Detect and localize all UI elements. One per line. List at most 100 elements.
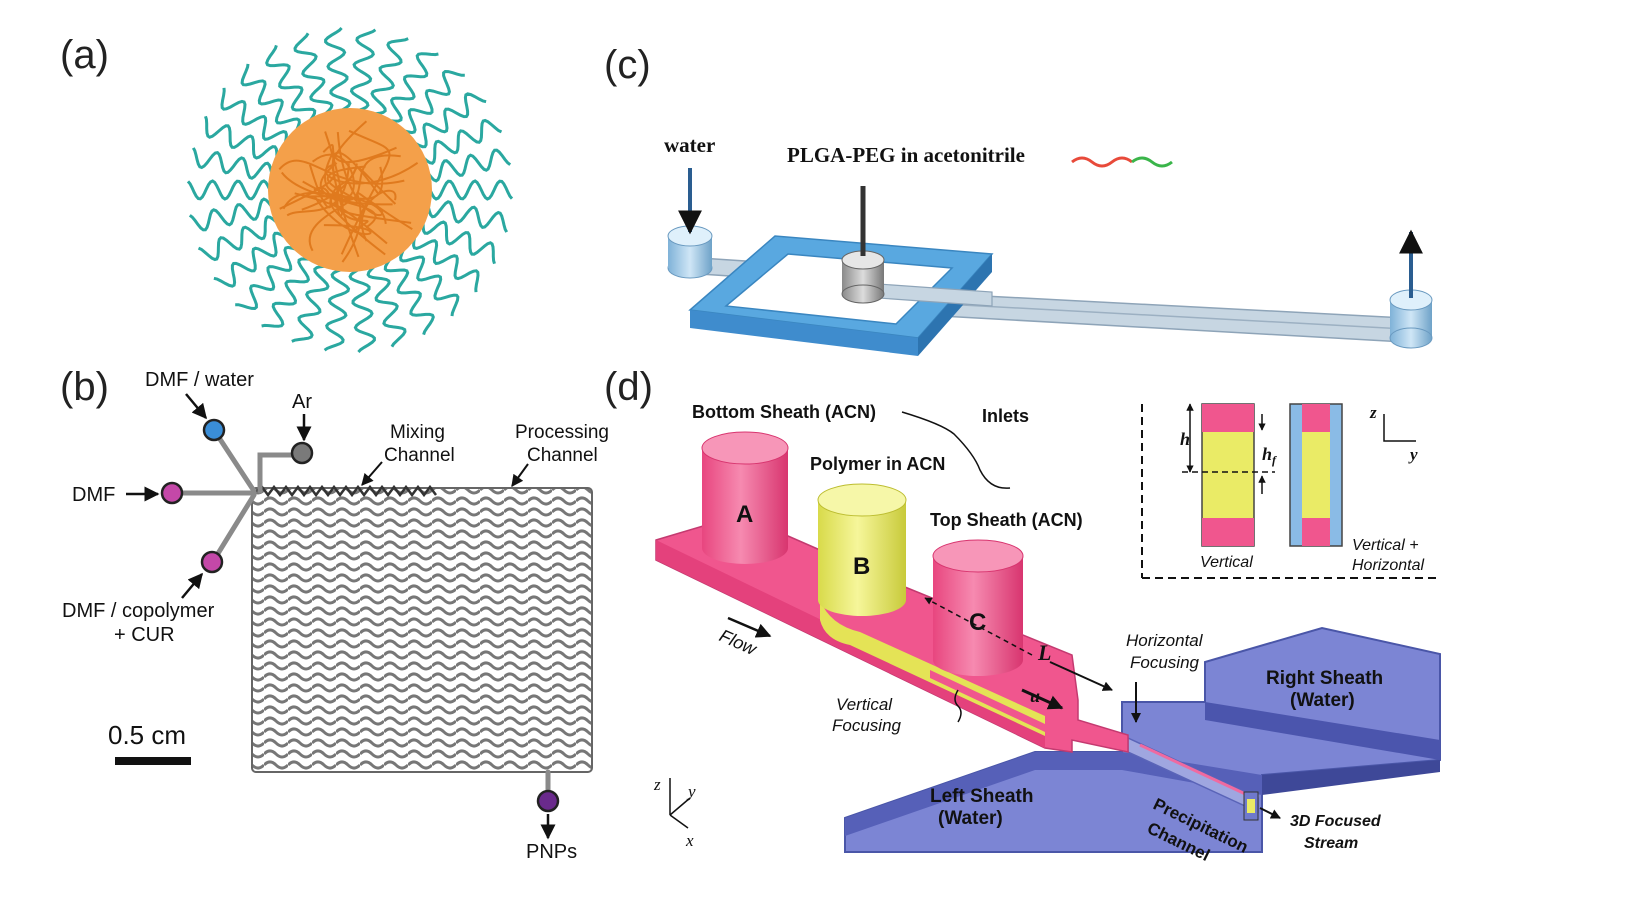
inlet-a-label: A [736, 501, 753, 528]
inlet-dmf-copolymer [200, 550, 224, 574]
label-bottom-sheath: Bottom Sheath (ACN) [692, 402, 876, 422]
corona-chain [349, 28, 377, 112]
corona-chain [265, 44, 317, 122]
inset-axis-y: y [1408, 445, 1418, 464]
label-flow: Flow [716, 625, 760, 659]
mixing-channel [255, 484, 437, 498]
corona-chain [421, 220, 496, 265]
label-length: L [1037, 640, 1051, 665]
label-dmf-copolymer: DMF / copolymer [62, 600, 215, 622]
inset-h: h [1180, 429, 1190, 449]
label-right-sheath-1: Right Sheath [1266, 668, 1383, 689]
corona-chain [188, 197, 273, 232]
label-dmf: DMF [72, 484, 115, 506]
label-vertical-focusing-2: Focusing [832, 716, 902, 735]
inlet-b-label: B [853, 553, 870, 580]
label-top-sheath: Top Sheath (ACN) [930, 510, 1083, 530]
corona-chain [291, 264, 330, 343]
inset-axis-z: z [1369, 403, 1377, 422]
panel-label-b: (b) [60, 365, 109, 409]
inlet-dmf [160, 481, 184, 505]
panel-label-d: (d) [604, 365, 653, 409]
core-chain [319, 162, 393, 206]
axis-z: z [653, 775, 661, 794]
inset-vertical-label: Vertical [1200, 554, 1253, 571]
axis-x: x [685, 831, 694, 850]
processing-channel-mesh [251, 487, 593, 773]
corona-chain [240, 63, 301, 132]
label-inlets: Inlets [982, 406, 1029, 426]
core-chain [278, 159, 405, 185]
corona-chain [399, 248, 460, 317]
corona-chain [191, 147, 274, 180]
label-processing-2: Channel [527, 445, 598, 466]
corona-chain [412, 236, 480, 293]
corona-chain [220, 87, 288, 144]
core-chain [324, 161, 419, 185]
inlet-c-label: C [969, 609, 986, 636]
inset-cross-sections [1141, 403, 1438, 579]
label-plga-peg: PLGA-PEG in acetonitrile [787, 143, 1025, 167]
core-chain [332, 190, 369, 231]
corona-chain [422, 118, 503, 165]
label-pnps: PNPs [526, 841, 577, 863]
micelle-core [268, 108, 432, 272]
corona-chain [235, 245, 297, 311]
inset-vh-label-2: Horizontal [1352, 557, 1424, 574]
label-polymer-acn: Polymer in ACN [810, 454, 945, 474]
chip-3d [667, 156, 1433, 356]
corona-chain [293, 32, 334, 115]
core-chain [360, 189, 397, 242]
core-chain [279, 120, 368, 210]
label-mixing-2: Channel [384, 445, 455, 466]
corona-chain [213, 231, 287, 288]
corona-chain [348, 268, 376, 354]
corona-chain [197, 215, 278, 262]
corona-chain [186, 179, 272, 201]
label-stream-1: 3D Focused [1290, 813, 1382, 830]
label-left-sheath-1: Left Sheath [930, 786, 1033, 807]
corona-chain [204, 115, 279, 160]
core-chain [336, 132, 384, 217]
inlet-ar [290, 441, 314, 465]
label-left-sheath-2: (Water) [938, 808, 1003, 829]
axis-y: y [686, 782, 696, 801]
corona-chain [370, 37, 409, 116]
label-scale: 0.5 cm [108, 720, 186, 750]
label-horizontal-focusing-2: Focusing [1130, 653, 1200, 672]
scale-bar [115, 757, 191, 765]
label-cur: + CUR [114, 624, 175, 646]
corona-chain [389, 52, 439, 123]
corona-chain [427, 148, 512, 183]
corona-chain [403, 69, 465, 135]
label-processing-1: Processing [515, 422, 609, 443]
corona-chain [428, 179, 514, 201]
inset-vh-label-1: Vertical + [1352, 537, 1419, 554]
outlet-pnps [536, 789, 560, 813]
focusing-device [655, 411, 1441, 853]
inset-hf: hf [1262, 444, 1277, 467]
corona-chain [383, 258, 435, 336]
label-mixing-1: Mixing [390, 422, 445, 443]
corona-chain [324, 26, 352, 112]
core-chain [302, 154, 401, 201]
label-velocity: u [1030, 686, 1040, 706]
panel-label-a: (a) [60, 33, 109, 77]
mixing-chip [115, 393, 593, 840]
label-ar: Ar [292, 391, 312, 413]
corona-chain [426, 200, 509, 233]
corona-chain [366, 265, 407, 348]
corona-chain [261, 257, 311, 328]
micelle-illustration [186, 26, 514, 354]
core-chain [322, 144, 397, 164]
panel-label-c: (c) [604, 43, 651, 87]
label-water: water [664, 133, 715, 157]
corona-chain [323, 268, 351, 352]
inlet-dmf-water [202, 418, 226, 442]
label-horizontal-focusing-1: Horizontal [1126, 631, 1204, 650]
core-chain [313, 196, 372, 236]
label-vertical-focusing-1: Vertical [836, 695, 893, 714]
label-dmf-water: DMF / water [145, 369, 254, 391]
label-stream-2: Stream [1304, 835, 1358, 852]
